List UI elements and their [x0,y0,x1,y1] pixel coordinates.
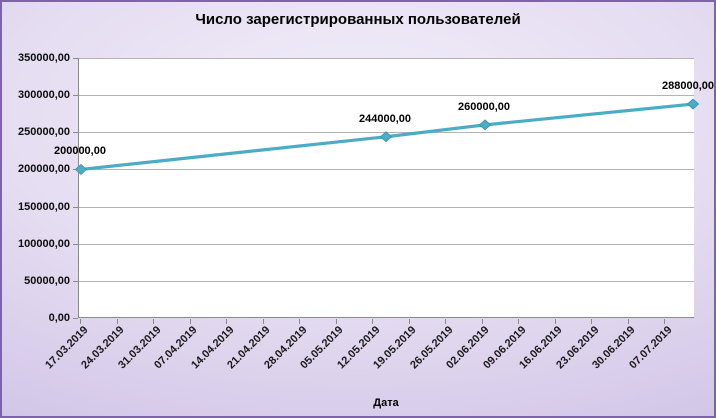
x-axis-tick [664,319,665,324]
x-axis-tick [518,319,519,324]
y-axis-tick [73,318,78,319]
x-axis-tick [299,319,300,324]
x-axis-tick [262,319,264,324]
y-axis-tick [73,206,78,208]
y-axis-tick [73,243,78,245]
gridline [79,58,694,59]
y-axis-tick-label: 0,00 [48,312,70,324]
plot-area [74,58,700,318]
data-label: 288000,00 [662,80,714,93]
y-axis-tick-label: 250000,00 [18,126,70,139]
data-point-marker [478,119,492,131]
gridline [79,243,694,245]
y-axis-tick [73,95,78,97]
x-axis-tick [372,319,373,324]
data-label: 260000,00 [458,100,510,113]
x-axis-tick [335,319,337,324]
gridline [79,206,694,208]
data-point-marker [686,98,700,110]
gridline [79,95,694,97]
x-axis-tick [627,319,629,324]
y-axis-tick [73,132,78,134]
y-axis-tick-label: 100000,00 [18,237,70,250]
y-axis-tick-label: 300000,00 [18,89,70,102]
data-point-marker [74,163,88,175]
data-label: 200000,00 [53,145,106,158]
y-axis-tick [73,280,78,282]
x-axis-tick [153,319,154,324]
x-axis-tick [80,319,81,324]
y-axis-tick-label: 150000,00 [18,200,70,213]
chart-title: Число зарегистрированных пользователей [195,11,521,28]
x-axis-tick [481,319,483,324]
x-axis-tick [554,319,556,324]
y-axis-tick [73,169,78,171]
x-axis-tick [189,319,191,324]
x-axis-tick [116,319,118,324]
data-label: 244000,00 [359,112,411,125]
series-line [74,98,700,175]
y-axis-tick [73,58,78,59]
gridline [79,169,694,171]
y-axis-tick-label: 350000,00 [18,52,70,64]
y-axis-tick-label: 200000,00 [18,163,70,176]
x-axis-title: Дата [373,397,399,409]
x-axis-tick [445,319,446,324]
data-point-marker [379,131,393,143]
x-axis-tick [408,319,410,324]
x-axis-tick [226,319,227,324]
x-axis-tick [591,319,592,324]
y-axis-tick-label: 50000,00 [24,274,70,287]
gridline [79,280,694,282]
